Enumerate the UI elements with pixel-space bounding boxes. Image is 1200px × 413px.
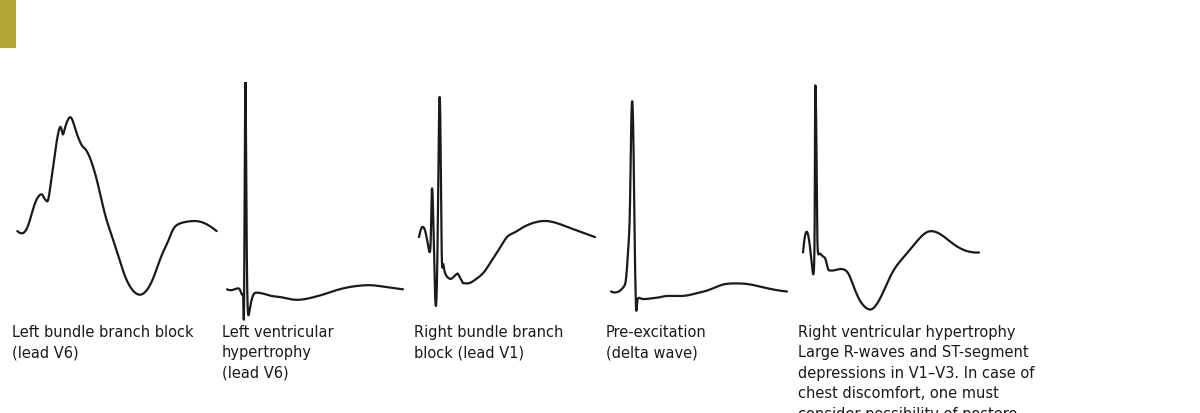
- Text: Pre-excitation
(delta wave): Pre-excitation (delta wave): [606, 324, 707, 360]
- Text: Left bundle branch block
(lead V6): Left bundle branch block (lead V6): [12, 324, 193, 360]
- Text: Left ventricular
hypertrophy
(lead V6): Left ventricular hypertrophy (lead V6): [222, 324, 334, 380]
- Text: Secondary repolarization abnormalities (secondary ST- and T-wave changes): Secondary repolarization abnormalities (…: [22, 15, 713, 33]
- Bar: [0, 0, 16, 49]
- Text: Right bundle branch
block (lead V1): Right bundle branch block (lead V1): [414, 324, 563, 360]
- Text: Right ventricular hypertrophy
Large R-waves and ST-segment
depressions in V1–V3.: Right ventricular hypertrophy Large R-wa…: [798, 324, 1036, 413]
